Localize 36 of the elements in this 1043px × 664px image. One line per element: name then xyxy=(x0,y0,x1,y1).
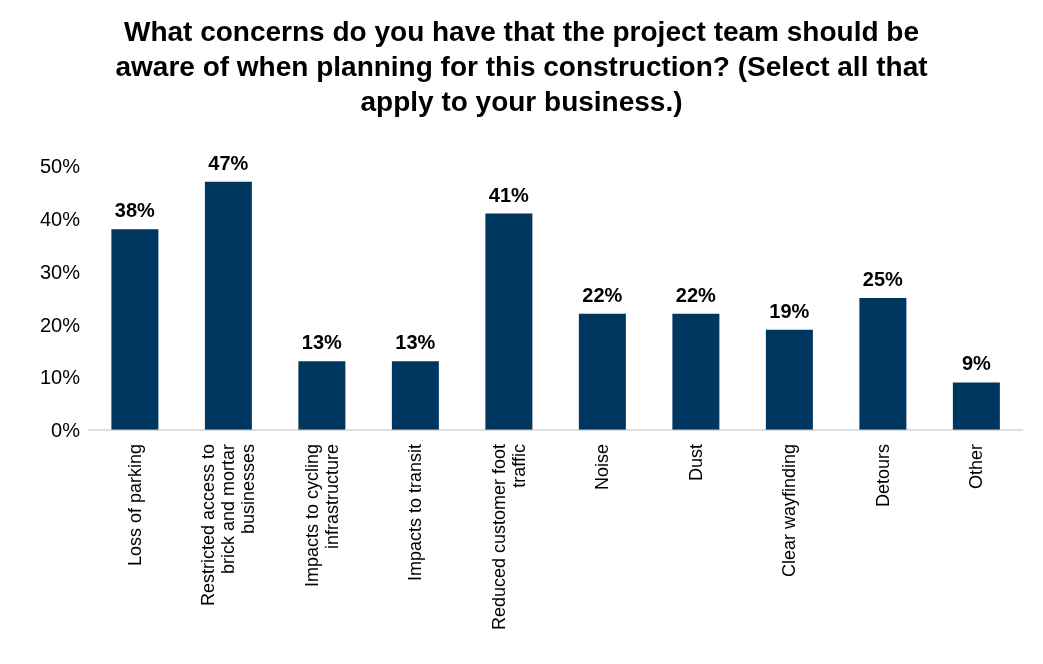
chart-title: What concerns do you have that the project team should be aware of when planning for this construction? (Select all that apply to your business.) xyxy=(114,15,929,119)
bar xyxy=(578,313,626,430)
data-label: 41% xyxy=(488,183,530,206)
x-tick-label: Restricted access to brick and mortar businesses xyxy=(198,444,259,607)
data-label: 13% xyxy=(301,331,343,354)
bar xyxy=(765,329,813,430)
bar xyxy=(672,313,720,430)
y-tick-label: 30% xyxy=(39,260,81,283)
data-label: 9% xyxy=(961,352,992,375)
x-tick-label: Loss of parking xyxy=(124,444,145,567)
bar xyxy=(391,361,439,430)
bar xyxy=(859,298,907,430)
x-tick-label: Impacts to transit xyxy=(405,444,426,582)
y-tick-label: 40% xyxy=(39,207,81,230)
y-tick-label: 0% xyxy=(51,419,81,442)
data-label: 19% xyxy=(769,299,810,322)
y-tick-label: 20% xyxy=(39,313,81,336)
data-label: 13% xyxy=(395,331,436,354)
x-tick-label: Other xyxy=(966,444,987,490)
x-tick-label: Reduced customer foot traffic xyxy=(488,444,529,631)
data-label: 47% xyxy=(208,151,249,174)
data-label: 22% xyxy=(675,283,717,306)
data-label: 22% xyxy=(582,283,623,306)
x-tick-label: Detours xyxy=(872,444,893,508)
bar xyxy=(204,181,252,430)
x-tick-label: Clear wayfinding xyxy=(779,444,800,578)
data-label: 25% xyxy=(862,268,904,290)
bar xyxy=(952,382,1000,430)
y-tick-label: 10% xyxy=(39,366,81,389)
bar xyxy=(298,361,346,430)
bar xyxy=(111,229,159,430)
x-tick-label: Noise xyxy=(592,444,613,491)
x-tick-label: Dust xyxy=(685,444,706,482)
bar xyxy=(485,213,533,430)
y-tick-label: 50% xyxy=(39,155,81,178)
data-label: 38% xyxy=(114,199,156,222)
